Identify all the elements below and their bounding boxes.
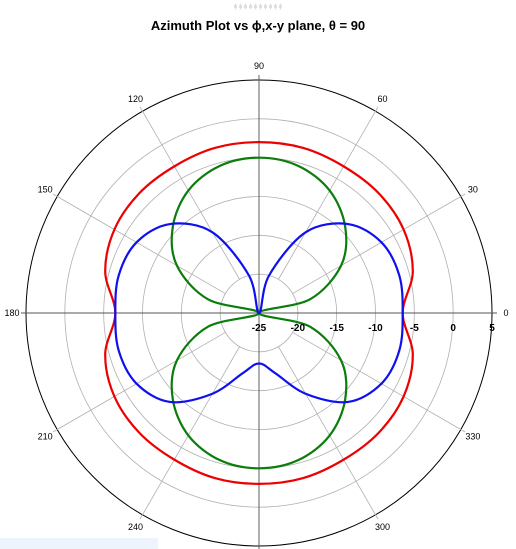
angle-tick-label: 240: [128, 522, 143, 532]
chart-title: Azimuth Plot vs ɸ,x-y plane, θ = 90: [150, 18, 366, 33]
radial-tick-label: -5: [410, 323, 419, 334]
radial-tick-label: 5: [489, 323, 495, 334]
angle-tick-label: 0: [503, 308, 508, 318]
angle-tick-label: 30: [468, 185, 478, 195]
radial-tick-label: -20: [291, 323, 306, 334]
label-layer: 0306090120150180210240270300330-25-20-15…: [4, 61, 508, 532]
spoke-line: [139, 346, 240, 520]
radial-tick-label: -25: [252, 323, 267, 334]
faint-header-text: ɸ ɸ ɸ ɸ ɸ ɸ ɸ ɸ ɸ ɸ: [234, 4, 282, 10]
angle-tick-label: 330: [465, 432, 480, 442]
angle-tick-label: 120: [128, 94, 143, 104]
spoke-line: [278, 106, 379, 280]
spoke-line: [139, 106, 240, 280]
angle-tick-label: 300: [375, 522, 390, 532]
radial-tick-label: -15: [329, 323, 344, 334]
polar-grid: [21, 75, 497, 549]
angle-tick-label: 150: [38, 185, 53, 195]
spoke-line: [52, 193, 226, 294]
status-strip: [0, 538, 158, 549]
series-blue-line: [114, 222, 404, 404]
series-layer: [104, 141, 414, 485]
angle-tick-label: 180: [4, 308, 19, 318]
spoke-line: [292, 332, 466, 433]
spoke-line: [278, 346, 379, 520]
spoke-line: [52, 332, 226, 433]
angle-tick-label: 60: [377, 94, 387, 104]
angle-tick-label: 90: [254, 61, 264, 71]
angle-tick-label: 210: [38, 432, 53, 442]
radial-tick-label: -10: [368, 323, 383, 334]
spoke-line: [292, 193, 466, 294]
radial-tick-label: 0: [450, 323, 456, 334]
